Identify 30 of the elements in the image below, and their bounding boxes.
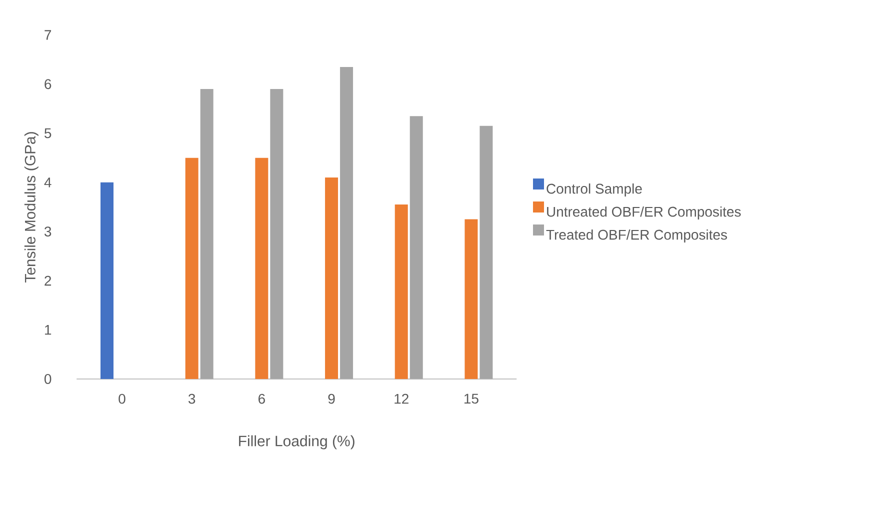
x-tick-label: 9 (328, 394, 335, 404)
bar (100, 182, 114, 379)
y-tick-label: 1 (45, 325, 52, 335)
bar (325, 178, 338, 379)
legend-label: Control Sample (546, 183, 642, 196)
x-tick-label: 3 (188, 394, 196, 404)
y-tick-label: 3 (44, 226, 52, 237)
bar (464, 219, 478, 379)
bar (185, 158, 198, 379)
y-tick-label: 4 (44, 178, 52, 188)
x-tick-label: 15 (464, 394, 478, 404)
bar (480, 126, 493, 379)
bar (255, 158, 268, 379)
bar (200, 89, 214, 379)
legend-label: Treated OBF/ER Composites (546, 229, 728, 242)
bar (340, 66, 354, 379)
y-tick-label: 2 (44, 276, 52, 286)
y-axis-title: Tensile Modulus (GPa) (24, 132, 38, 283)
x-tick-label: 0 (118, 394, 126, 404)
y-tick-label: 7 (44, 30, 52, 40)
y-tick-label: 6 (44, 79, 52, 90)
x-tick-label: 12 (394, 394, 408, 404)
y-tick-label: 5 (44, 128, 52, 138)
y-tick-label: 0 (44, 374, 52, 384)
x-axis-title: Filler Loading (%) (239, 435, 354, 450)
bar (394, 204, 408, 379)
x-tick-label: 6 (258, 394, 265, 404)
legend-label: Untreated OBF/ER Composites (547, 206, 741, 220)
bar (270, 89, 284, 379)
bar (410, 116, 423, 379)
